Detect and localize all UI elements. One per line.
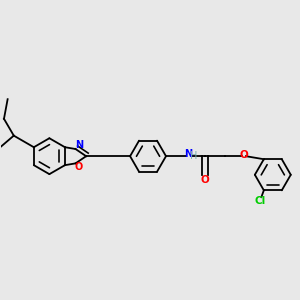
Text: H: H [190, 151, 197, 161]
Text: O: O [239, 150, 248, 160]
Text: N: N [76, 140, 84, 150]
Text: O: O [200, 175, 209, 185]
Text: O: O [74, 162, 83, 172]
Text: N: N [184, 149, 193, 159]
Text: Cl: Cl [254, 196, 266, 206]
